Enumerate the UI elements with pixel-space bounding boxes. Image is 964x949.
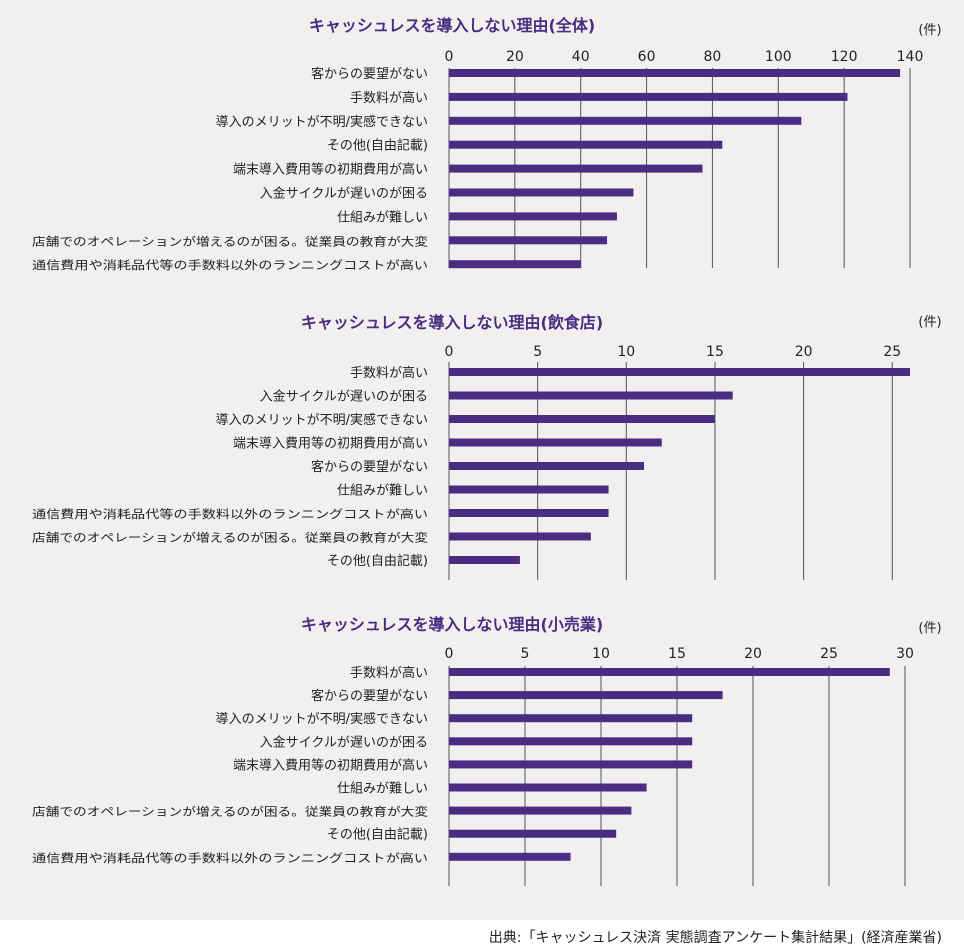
category-label: 通信費用や消耗品代等の手数料以外のランニングコストが高い xyxy=(32,507,428,521)
bar xyxy=(449,783,647,792)
tick-label: 5 xyxy=(521,646,530,662)
category-label: 入金サイクルが遅いのが困る xyxy=(260,389,428,405)
category-label: その他(自由記載) xyxy=(327,138,428,154)
category-label: その他(自由記載) xyxy=(327,827,428,843)
bar xyxy=(449,164,703,173)
source-citation: 出典:「キャッシュレス決済 実態調査アンケート集計結果」(経済産業省) xyxy=(488,930,942,946)
charts-figure: キャッシュレスを導入しない理由(全体) (件)0 20 40 60 80 100 120 140… xyxy=(32,16,942,886)
tick-label: 20 xyxy=(744,646,762,662)
category-label: 導入のメリットが不明/実感できない xyxy=(216,711,428,727)
bar xyxy=(449,806,632,815)
category-label: 店舗でのオペレーションが増えるのが困る。従業員の教育が大変 xyxy=(32,805,429,819)
bar xyxy=(449,69,901,77)
category-label: 入金サイクルが遅いのが困る xyxy=(260,734,428,750)
category-label: 客からの要望がない xyxy=(311,688,428,704)
bar xyxy=(449,368,910,376)
tick-label: 25 xyxy=(883,344,901,360)
category-label: 客からの要望がない xyxy=(311,66,428,82)
bar xyxy=(449,92,848,101)
bar xyxy=(449,485,609,494)
bar xyxy=(449,556,520,564)
category-label: 端末導入費用等の初期費用が高い xyxy=(233,436,428,452)
category-label: 導入のメリットが不明/実感できない xyxy=(216,114,428,130)
tick-label: 0 xyxy=(445,49,454,65)
unit-label: (件) xyxy=(918,23,941,38)
tick-label: 30 xyxy=(896,646,914,662)
bar xyxy=(449,714,693,723)
tick-label: 10 xyxy=(592,646,610,662)
tick-label: 15 xyxy=(668,646,686,662)
chart-title: キャッシュレスを導入しない理由(小売業) xyxy=(301,615,603,634)
bar xyxy=(449,737,693,746)
category-label: その他(自由記載) xyxy=(327,553,428,569)
tick-label: 20 xyxy=(506,49,524,65)
category-label: 導入のメリットが不明/実感できない xyxy=(216,412,428,428)
tick-label: 60 xyxy=(638,49,656,65)
bar xyxy=(449,760,693,769)
bar xyxy=(449,140,723,149)
category-label: 仕組みが難しい xyxy=(337,782,428,797)
bar xyxy=(449,260,581,269)
category-label: 仕組みが難しい xyxy=(337,484,428,499)
category-label: 入金サイクルが遅いのが困る xyxy=(260,186,428,202)
bar xyxy=(449,852,571,861)
bar xyxy=(449,391,733,400)
bar xyxy=(449,415,715,423)
tick-label: 10 xyxy=(617,344,635,360)
bar xyxy=(449,829,617,838)
tick-label: 20 xyxy=(795,344,813,360)
footer-panel xyxy=(0,920,964,949)
category-label: 手数料が高い xyxy=(350,365,428,381)
tick-label: 100 xyxy=(765,49,792,65)
tick-label: 5 xyxy=(533,344,542,360)
tick-label: 15 xyxy=(706,344,724,360)
bar xyxy=(449,188,634,197)
bar xyxy=(449,509,609,517)
bar xyxy=(449,462,645,470)
tick-label: 0 xyxy=(445,646,454,662)
tick-label: 0 xyxy=(445,344,454,360)
tick-label: 40 xyxy=(572,49,590,65)
category-label: 店舗でのオペレーションが増えるのが困る。従業員の教育が大変 xyxy=(32,234,429,248)
tick-label: 120 xyxy=(831,49,858,65)
chart-title: キャッシュレスを導入しない理由(飲食店) xyxy=(301,313,603,332)
category-label: 通信費用や消耗品代等の手数料以外のランニングコストが高い xyxy=(32,851,428,865)
category-label: 仕組みが難しい xyxy=(337,210,428,225)
category-label: 端末導入費用等の初期費用が高い xyxy=(233,757,428,773)
category-label: 通信費用や消耗品代等の手数料以外のランニングコストが高い xyxy=(32,258,428,272)
category-label: 端末導入費用等の初期費用が高い xyxy=(233,162,428,178)
tick-label: 80 xyxy=(704,49,722,65)
bar xyxy=(449,668,890,676)
category-label: 手数料が高い xyxy=(350,90,428,106)
bar xyxy=(449,532,591,541)
unit-label: (件) xyxy=(918,315,941,330)
chart-title: キャッシュレスを導入しない理由(全体) xyxy=(309,16,595,35)
bar xyxy=(449,691,723,700)
bar xyxy=(449,116,802,125)
bar xyxy=(449,438,662,447)
category-label: 客からの要望がない xyxy=(311,459,428,475)
tick-label: 140 xyxy=(897,49,924,65)
category-label: 店舗でのオペレーションが増えるのが困る。従業員の教育が大変 xyxy=(32,531,429,545)
bar xyxy=(449,212,617,221)
category-label: 手数料が高い xyxy=(350,665,428,681)
bar xyxy=(449,236,608,245)
unit-label: (件) xyxy=(918,621,941,636)
tick-label: 25 xyxy=(820,646,838,662)
